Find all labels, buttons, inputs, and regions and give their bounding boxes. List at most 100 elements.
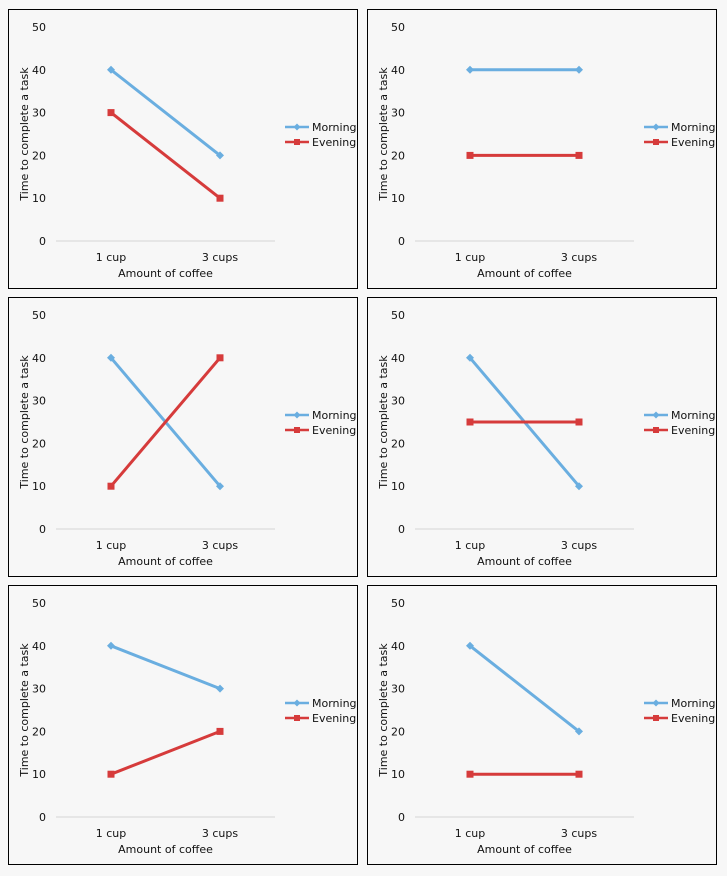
series-evening [107, 354, 224, 490]
series-evening-line [110, 111, 221, 200]
legend-item-evening: Evening [644, 712, 715, 725]
morning-point [216, 482, 224, 491]
y-tick-label: 20 [391, 725, 405, 738]
x-tick-label: 3 cups [561, 539, 597, 552]
morning-point [107, 65, 115, 74]
x-axis-title: Amount of coffee [477, 555, 572, 568]
legend-marker [652, 411, 660, 419]
legend-item-morning: Morning [285, 697, 357, 710]
chart-svg: 0 10 20 30 40 50 1 cup 3 cups Amount of coffee Ti… [18, 21, 357, 280]
x-tick-label: 3 cups [561, 251, 597, 264]
x-tick-label: 1 cup [96, 539, 127, 552]
chart-svg: 0 10 20 30 40 50 1 cup 3 cups Amount of coffee Ti… [377, 309, 716, 568]
chart-svg: 0 10 20 30 40 50 1 cup 3 cups Amount of coffee Ti… [18, 597, 357, 856]
y-tick-label: 10 [391, 768, 405, 781]
x-axis-title: Amount of coffee [477, 843, 572, 856]
series-morning-line [469, 644, 580, 733]
series-evening [107, 727, 224, 778]
morning-point [575, 482, 583, 491]
series-evening [107, 109, 224, 202]
x-tick-label: 1 cup [96, 827, 127, 840]
y-tick-label: 20 [391, 149, 405, 162]
y-tick-label: 20 [32, 437, 46, 450]
y-tick-label: 10 [32, 768, 46, 781]
evening-point [216, 194, 224, 202]
y-tick-label: 0 [398, 523, 405, 536]
legend-marker [653, 139, 659, 145]
chart-panel-5: 0 10 20 30 40 50 1 cup 3 cups Amount of coffee Ti… [8, 585, 358, 865]
y-tick-label: 0 [398, 811, 405, 824]
morning-point [466, 65, 474, 74]
y-tick-label: 50 [391, 597, 405, 610]
legend-label: Morning [312, 121, 357, 134]
x-tick-label: 1 cup [455, 251, 486, 264]
y-tick-label: 30 [32, 683, 46, 696]
x-tick-label: 1 cup [455, 539, 486, 552]
legend-label: Morning [671, 409, 716, 422]
y-axis-title: Time to complete a task [18, 355, 31, 490]
y-tick-label: 30 [391, 395, 405, 408]
x-axis-title: Amount of coffee [118, 843, 213, 856]
y-tick-label: 50 [391, 21, 405, 34]
y-tick-label: 10 [391, 480, 405, 493]
y-axis-title: Time to complete a task [377, 643, 390, 778]
y-tick-label: 50 [391, 309, 405, 322]
evening-point [575, 770, 583, 778]
y-tick-label: 0 [398, 235, 405, 248]
series-evening [466, 151, 583, 159]
chart-svg: 0 10 20 30 40 50 1 cup 3 cups Amount of coffee Ti… [18, 309, 357, 568]
y-tick-label: 30 [32, 395, 46, 408]
morning-point [107, 641, 115, 650]
legend-marker [652, 123, 660, 131]
y-tick-label: 40 [391, 640, 405, 653]
legend-item-morning: Morning [285, 121, 357, 134]
y-tick-label: 20 [32, 149, 46, 162]
chart-svg: 0 10 20 30 40 50 1 cup 3 cups Amount of coffee Ti… [377, 21, 716, 280]
x-tick-label: 3 cups [202, 539, 238, 552]
legend-item-evening: Evening [285, 712, 356, 725]
legend-marker [293, 123, 301, 131]
evening-point [107, 770, 115, 778]
y-tick-label: 50 [32, 597, 46, 610]
y-tick-label: 50 [32, 21, 46, 34]
legend-label: Evening [312, 424, 356, 437]
series-morning-line [110, 644, 221, 690]
legend-marker [652, 699, 660, 707]
legend-marker [294, 427, 300, 433]
legend-item-evening: Evening [285, 136, 356, 149]
x-tick-label: 1 cup [96, 251, 127, 264]
legend-label: Morning [312, 697, 357, 710]
legend-label: Evening [671, 136, 715, 149]
legend-label: Evening [671, 712, 715, 725]
legend-marker [653, 715, 659, 721]
y-tick-label: 30 [391, 683, 405, 696]
legend-label: Morning [671, 697, 716, 710]
chart-svg: 0 10 20 30 40 50 1 cup 3 cups Amount of coffee Ti… [377, 597, 716, 856]
legend-label: Evening [671, 424, 715, 437]
legend-marker [293, 699, 301, 707]
legend-item-evening: Evening [644, 136, 715, 149]
legend-label: Evening [312, 136, 356, 149]
y-tick-label: 0 [39, 235, 46, 248]
series-morning [107, 65, 224, 160]
legend-item-morning: Morning [285, 409, 357, 422]
y-axis-title: Time to complete a task [377, 67, 390, 202]
y-axis-title: Time to complete a task [18, 643, 31, 778]
x-tick-label: 3 cups [561, 827, 597, 840]
morning-point [575, 727, 583, 736]
evening-point [575, 418, 583, 426]
legend-label: Morning [671, 121, 716, 134]
series-evening-line [109, 356, 222, 488]
legend-label: Morning [312, 409, 357, 422]
legend-item-evening: Evening [285, 424, 356, 437]
x-axis-title: Amount of coffee [118, 267, 213, 280]
evening-point [216, 727, 224, 735]
y-tick-label: 0 [39, 811, 46, 824]
evening-point [466, 418, 474, 426]
series-morning [466, 65, 583, 74]
y-tick-label: 40 [32, 640, 46, 653]
y-axis-title: Time to complete a task [18, 67, 31, 202]
x-axis-title: Amount of coffee [118, 555, 213, 568]
chart-panel-1: 0 10 20 30 40 50 1 cup 3 cups Amount of coffee Ti… [8, 9, 358, 289]
morning-point [466, 641, 474, 650]
